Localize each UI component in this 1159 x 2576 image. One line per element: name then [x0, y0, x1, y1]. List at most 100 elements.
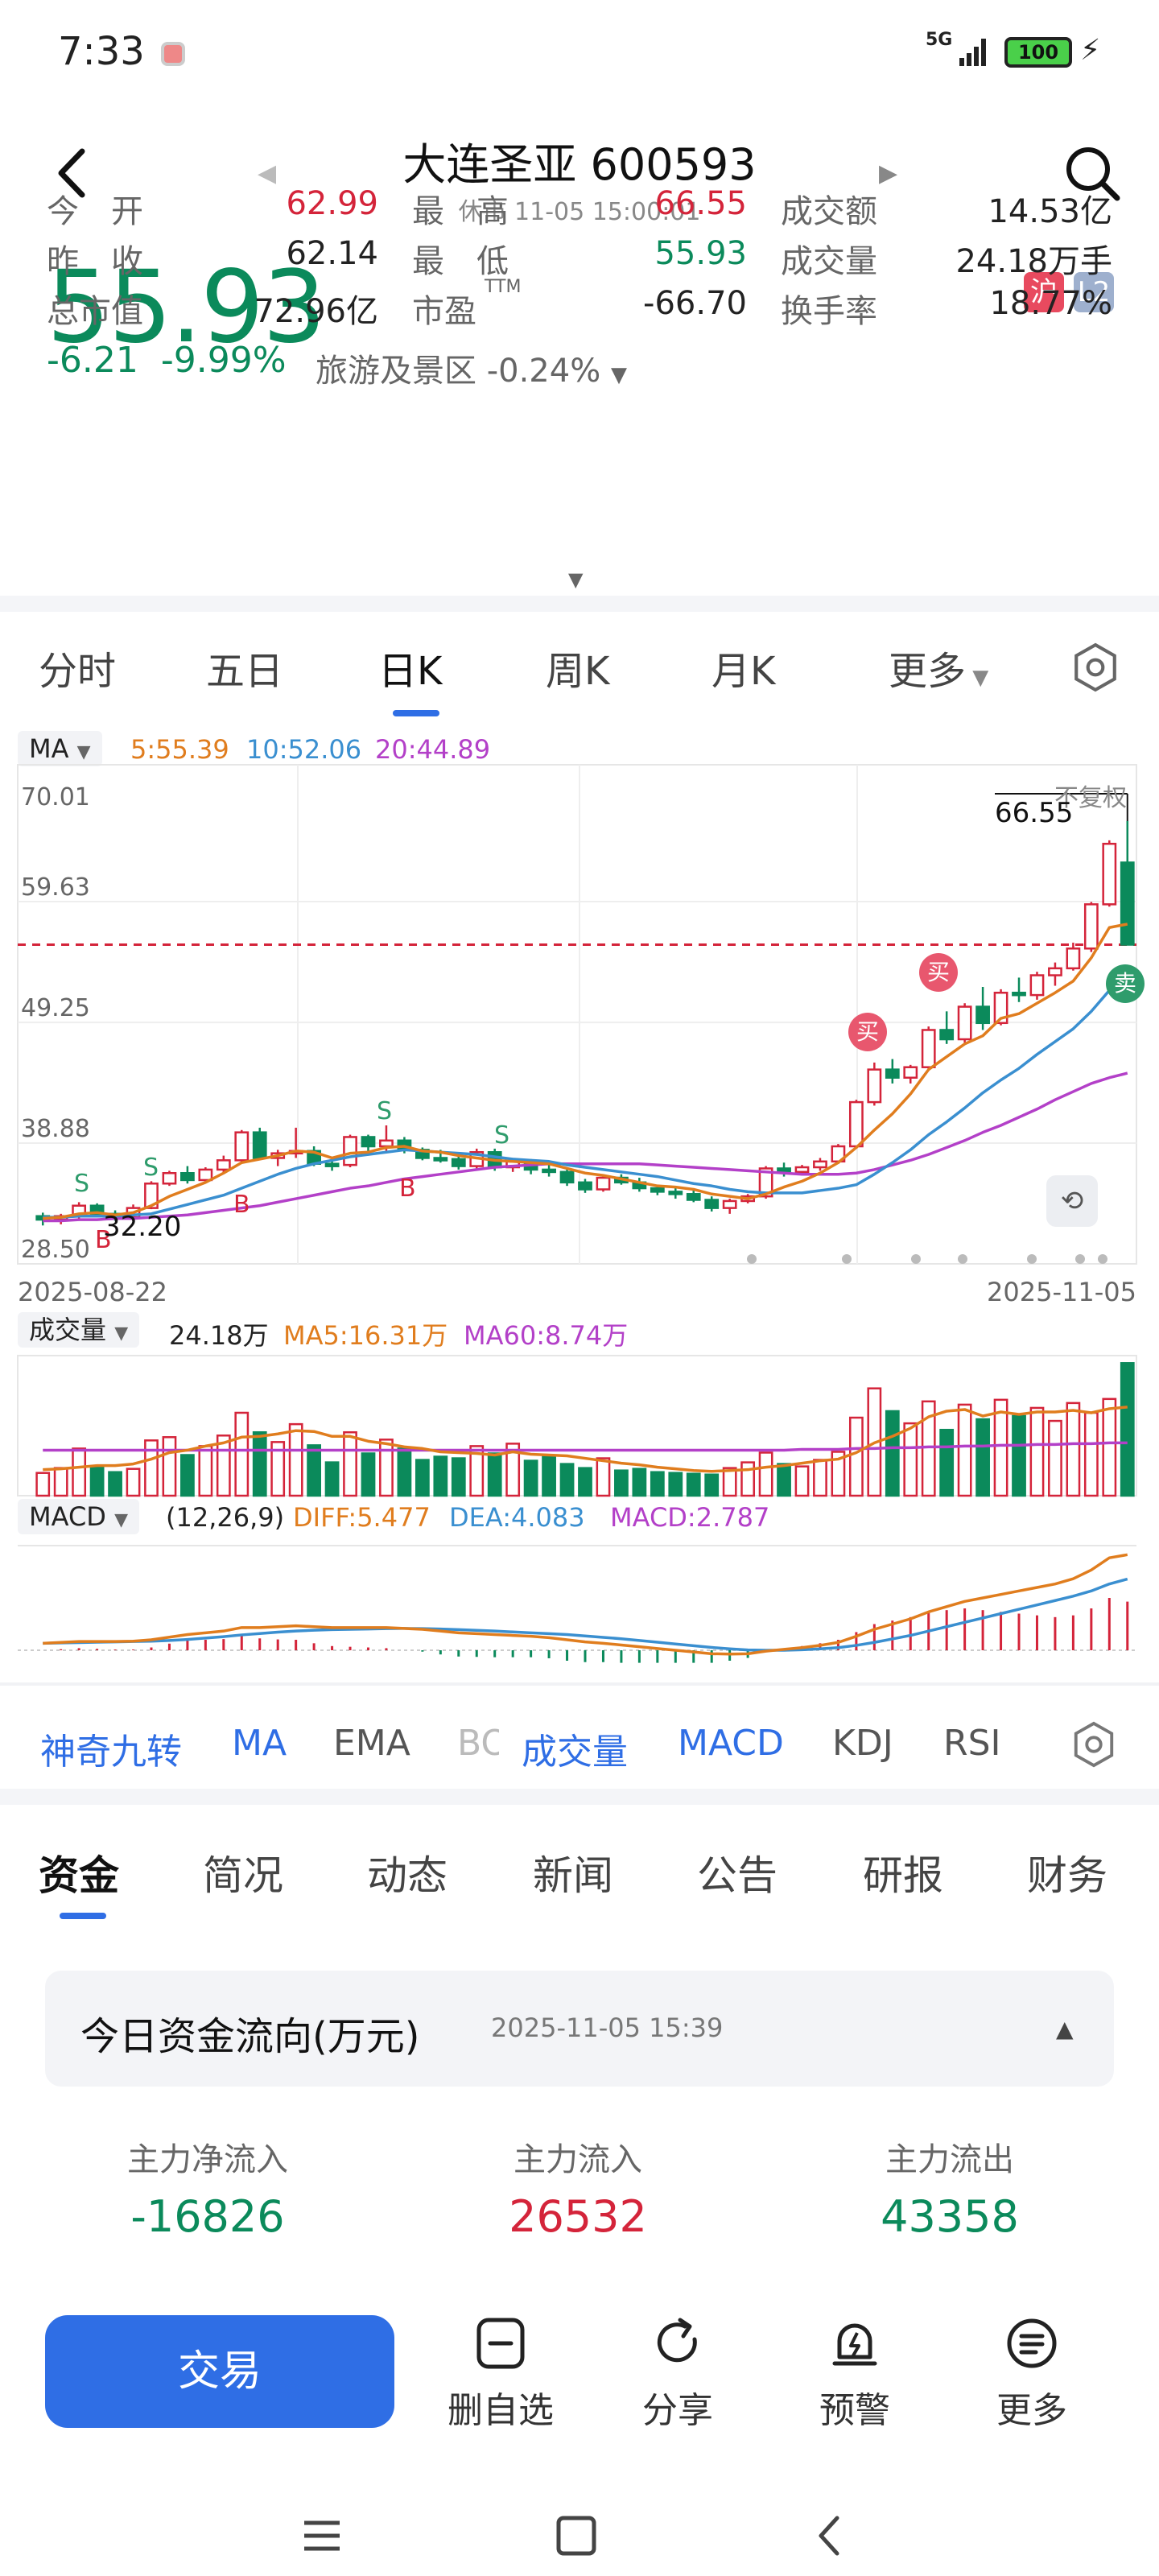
ma-selector-label: MA: [29, 733, 69, 764]
tab-announcements[interactable]: 公告: [697, 1852, 777, 1899]
candle-body: [542, 1168, 556, 1174]
tab-more[interactable]: 更多 ▼: [889, 639, 988, 696]
tab-nine-turn[interactable]: 神奇九转: [40, 1732, 182, 1773]
volume-selector-label: 成交量: [29, 1315, 107, 1345]
tab-weekly-k[interactable]: 周K: [546, 649, 610, 694]
divider: [0, 1789, 1159, 1805]
collapse-icon[interactable]: ▲: [1056, 2016, 1074, 2042]
volume-bar: [433, 1455, 448, 1497]
more-button[interactable]: 更多: [967, 2315, 1096, 2433]
candle-body: [578, 1181, 592, 1191]
menu-icon[interactable]: [298, 2512, 346, 2560]
tab-rsi[interactable]: RSI: [943, 1723, 1001, 1764]
signal-letter: S: [143, 1154, 159, 1182]
buy-signal-icon[interactable]: 买: [919, 953, 958, 992]
chevron-down-icon: ▼: [966, 666, 989, 690]
no-adjust-label[interactable]: 不复权: [1054, 784, 1127, 812]
volume-bar: [758, 1451, 773, 1497]
candle-body: [1120, 861, 1135, 946]
candle-body: [650, 1187, 665, 1193]
sell-signal-icon[interactable]: 卖: [1106, 964, 1145, 1003]
alert-label: 预警: [819, 2390, 890, 2431]
candle-body: [1012, 991, 1026, 997]
candle-body: [252, 1131, 267, 1159]
expand-stats-icon[interactable]: ▼: [568, 568, 584, 591]
tab-kdj[interactable]: KDJ: [832, 1723, 893, 1764]
price-panel-frame: [17, 764, 1137, 1265]
tab-five-day[interactable]: 五日: [206, 649, 284, 694]
active-tab-indicator: [60, 1913, 106, 1919]
rotate-screen-icon[interactable]: ⟲: [1046, 1175, 1098, 1227]
candle-body: [162, 1172, 177, 1185]
date-end: 2025-11-05: [987, 1277, 1136, 1307]
candle-body: [722, 1199, 737, 1209]
share-button[interactable]: 分享: [613, 2315, 742, 2433]
main-outflow-value: 43358: [881, 2191, 1019, 2242]
main-outflow-label: 主力流出: [885, 2141, 1014, 2178]
tab-ma[interactable]: MA: [232, 1723, 287, 1764]
stat-value: 66.55: [654, 185, 747, 222]
ma-legend: MA ▼ 5:55.39 10:52.06 20:44.89: [0, 731, 1159, 771]
candle-body: [686, 1193, 701, 1201]
tab-volume[interactable]: 成交量: [522, 1732, 628, 1773]
signal-letter: B: [399, 1174, 416, 1203]
tab-daily-k[interactable]: 日K: [378, 649, 443, 694]
tab-news[interactable]: 新闻: [533, 1852, 613, 1899]
page-dot: [911, 1254, 921, 1264]
volume-bar: [722, 1467, 737, 1497]
tab-macd[interactable]: MACD: [678, 1723, 784, 1764]
volume-bar: [1102, 1397, 1117, 1497]
candle-body: [1102, 842, 1117, 906]
alert-button[interactable]: 预警: [790, 2315, 919, 2433]
candle-body: [939, 1029, 955, 1041]
tab-updates[interactable]: 动态: [367, 1852, 448, 1899]
ma10-line: [43, 988, 1128, 1219]
fund-flow-header[interactable]: 今日资金流向(万元) 2025-11-05 15:39 ▲: [45, 1971, 1114, 2087]
search-icon[interactable]: [1061, 142, 1122, 203]
ma-selector[interactable]: MA ▼: [18, 731, 102, 766]
chart-settings-icon[interactable]: [1070, 642, 1120, 692]
indicator-settings-icon[interactable]: [1070, 1721, 1117, 1768]
back-icon[interactable]: [50, 145, 98, 201]
tab-intraday[interactable]: 分时: [39, 649, 117, 694]
candle-body: [1083, 903, 1099, 950]
signal-letter: S: [377, 1097, 392, 1125]
stat-value: 62.14: [286, 235, 378, 272]
tab-more-label: 更多: [889, 649, 967, 694]
tab-funds[interactable]: 资金: [39, 1852, 119, 1899]
tab-financials[interactable]: 财务: [1027, 1852, 1107, 1899]
battery-icon: 100: [1004, 37, 1072, 68]
tab-profile[interactable]: 简况: [203, 1852, 283, 1899]
main-net-inflow-label: 主力净流入: [127, 2141, 288, 2178]
l2-badge[interactable]: L2: [1074, 272, 1114, 312]
volume-selector[interactable]: 成交量 ▼: [18, 1312, 140, 1348]
active-tab-indicator: [393, 710, 439, 716]
volume-bar: [975, 1418, 990, 1497]
candle-body: [668, 1191, 683, 1195]
trade-button[interactable]: 交易: [45, 2315, 394, 2428]
stat-label: 市盈: [412, 293, 476, 330]
tab-research[interactable]: 研报: [863, 1852, 943, 1899]
prev-stock-icon[interactable]: ◀: [258, 159, 277, 188]
minus-square-icon: [476, 2318, 525, 2369]
tab-boll[interactable]: BOLL: [457, 1723, 499, 1764]
remove-watchlist-button[interactable]: 删自选: [436, 2315, 565, 2433]
dea-value: DEA:4.083: [449, 1502, 585, 1533]
sector-link[interactable]: 旅游及景区 -0.24% ▼: [316, 345, 627, 391]
candle-body: [794, 1166, 810, 1174]
macd-selector[interactable]: MACD ▼: [18, 1499, 140, 1534]
stat-label: 最 高: [412, 193, 509, 230]
home-icon[interactable]: [552, 2512, 600, 2560]
volume-bar: [614, 1469, 629, 1497]
back-nav-icon[interactable]: [806, 2512, 855, 2560]
tab-ema[interactable]: EMA: [333, 1723, 410, 1764]
candle-body: [198, 1168, 213, 1182]
stock-header: ◀ 大连圣亚 600593 休市 11-05 15:00:01 ▶: [0, 113, 1159, 242]
candle-body: [451, 1158, 466, 1167]
volume-panel-frame: [17, 1355, 1137, 1496]
buy-signal-icon[interactable]: 买: [848, 1013, 887, 1051]
tab-monthly-k[interactable]: 月K: [711, 649, 776, 694]
dea-line: [43, 1577, 1128, 1652]
kline-chart[interactable]: MA ▼ 5:55.39 10:52.06 20:44.89 70.01 59.6…: [0, 716, 1159, 1682]
next-stock-icon[interactable]: ▶: [879, 159, 898, 188]
